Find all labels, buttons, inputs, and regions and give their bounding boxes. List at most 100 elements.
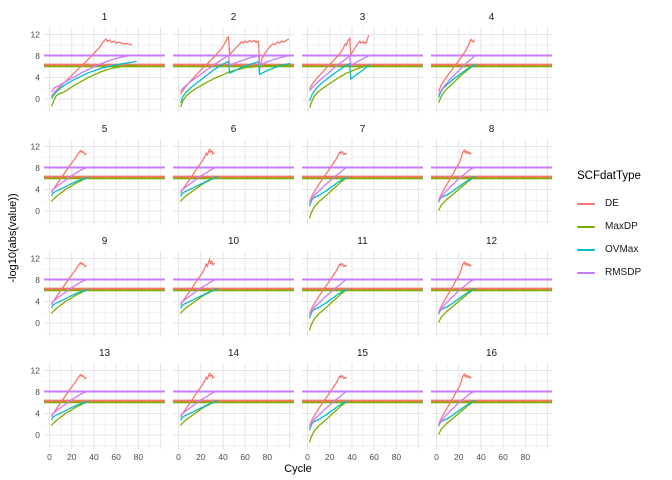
series-line-RMSDP: [180, 390, 217, 417]
series-line-DE: [309, 374, 348, 426]
series-line-DE: [309, 150, 348, 202]
series-line-DE: [51, 149, 87, 193]
series-line-RMSDP: [51, 54, 140, 93]
series-line-MaxDP: [438, 176, 475, 211]
facet-panel-7: 7: [302, 124, 423, 225]
facet-panel-10: 10: [173, 236, 294, 337]
legend-entry-MaxDP: MaxDP: [577, 215, 641, 238]
x-tick-label: 20: [325, 452, 335, 462]
series-line-MaxDP: [51, 64, 137, 107]
series-line-RMSDP: [51, 166, 88, 192]
series-line-RMSDP: [438, 54, 477, 95]
facet-panel-1: 1 0 4 8 12: [31, 12, 165, 113]
y-tick-label: 4: [35, 185, 40, 195]
legend-line-swatch-MaxDP: [577, 225, 595, 228]
series-line-MaxDP: [309, 65, 371, 108]
y-tick-label: 0: [35, 206, 40, 216]
y-tick-label: 0: [35, 94, 40, 104]
legend: SCFdatType DE MaxDP OVMax RMSDP: [577, 170, 641, 284]
series-line-DE: [438, 149, 472, 201]
facet-title: 14: [227, 348, 240, 359]
series-line-RMSDP: [51, 278, 88, 304]
series-line-RMSDP: [309, 390, 348, 428]
facet-plot-area: [431, 27, 552, 113]
x-tick-label: 60: [240, 452, 250, 462]
series-line-RMSDP: [51, 390, 88, 416]
facet-panel-2: 2: [173, 12, 294, 113]
y-tick-label: 8: [35, 275, 40, 285]
x-tick-label: 80: [521, 452, 531, 462]
facet-title: 16: [485, 348, 498, 359]
legend-label: OVMax: [605, 244, 639, 255]
facet-plot-area: [302, 251, 423, 337]
series-line-DE: [180, 258, 215, 306]
legend-line-swatch-OVMax: [577, 248, 595, 251]
series-line-DE: [438, 261, 472, 313]
series-line-OVMax: [180, 287, 217, 309]
series-line-RMSDP: [438, 278, 475, 314]
x-axis-title: Cycle: [284, 463, 312, 475]
series-line-DE: [51, 261, 87, 305]
x-tick-label: 20: [67, 452, 77, 462]
series-line-MaxDP: [438, 400, 475, 435]
facet-title: 12: [485, 236, 498, 247]
facet-plot-area: 0 20 40 60 80: [302, 363, 423, 462]
facet-panel-15: 15 0 20 40 60 80: [302, 348, 423, 462]
facet-title: 4: [488, 12, 495, 23]
legend-label: MaxDP: [605, 221, 638, 232]
facet-title: 7: [359, 124, 366, 135]
x-tick-label: 80: [263, 452, 273, 462]
series-line-MaxDP: [180, 64, 291, 108]
series-line-OVMax: [51, 289, 88, 309]
x-tick-label: 60: [498, 452, 508, 462]
series-line-DE: [51, 373, 87, 417]
facet-title: 10: [227, 236, 240, 247]
facet-plot-area: 0 20 40 60 80: [173, 363, 294, 462]
facet-panel-6: 6: [173, 124, 294, 225]
y-axis-title: -log10(abs(value)): [7, 193, 19, 283]
facet-panel-14: 14 0 20 40 60 80: [173, 348, 294, 462]
facet-title: 9: [101, 236, 108, 247]
facet-panel-13: 13 0 4 8 12 0 20 40 60 80: [31, 348, 165, 462]
legend-entries: DE MaxDP OVMax RMSDP: [577, 192, 641, 284]
y-tick-label: 0: [35, 430, 40, 440]
series-line-DE: [180, 372, 215, 418]
legend-label: RMSDP: [605, 267, 642, 278]
y-tick-label: 0: [35, 318, 40, 328]
facet-panel-9: 9 0 4 8 12: [31, 236, 165, 337]
y-tick-label: 8: [35, 163, 40, 173]
facet-title: 6: [230, 124, 237, 135]
x-tick-label: 0: [434, 452, 439, 462]
y-tick-label: 12: [31, 366, 41, 376]
facet-plot-area: 0 20 40 60 80: [431, 363, 552, 462]
facet-panel-8: 8: [431, 124, 552, 225]
series-line-RMSDP: [180, 166, 217, 193]
series-line-RMSDP: [180, 278, 217, 305]
legend-line-swatch-RMSDP: [577, 271, 595, 274]
x-tick-label: 80: [134, 452, 144, 462]
series-line-OVMax: [51, 177, 88, 197]
series-line-DE: [51, 38, 133, 97]
x-tick-label: 20: [196, 452, 206, 462]
facet-plot-area: 0 4 8 12: [31, 139, 165, 225]
y-tick-label: 4: [35, 409, 40, 419]
legend-entry-OVMax: OVMax: [577, 238, 641, 261]
x-tick-label: 0: [176, 452, 181, 462]
facet-plot-area: [302, 139, 423, 225]
x-tick-label: 40: [476, 452, 486, 462]
series-line-OVMax: [180, 175, 217, 197]
facet-panel-3: 3: [302, 12, 423, 113]
series-line-RMSDP: [309, 278, 348, 316]
series-line-MaxDP: [438, 288, 475, 323]
facet-plot-area: [173, 251, 294, 337]
y-tick-label: 4: [35, 297, 40, 307]
series-line-DE: [309, 262, 348, 314]
series-line-OVMax: [51, 401, 88, 421]
facet-title: 1: [101, 12, 108, 23]
x-tick-label: 40: [218, 452, 228, 462]
series-line-RMSDP: [438, 390, 475, 426]
y-tick-label: 12: [31, 30, 41, 40]
x-tick-label: 0: [305, 452, 310, 462]
series-line-DE: [180, 148, 215, 194]
y-tick-label: 8: [35, 51, 40, 61]
